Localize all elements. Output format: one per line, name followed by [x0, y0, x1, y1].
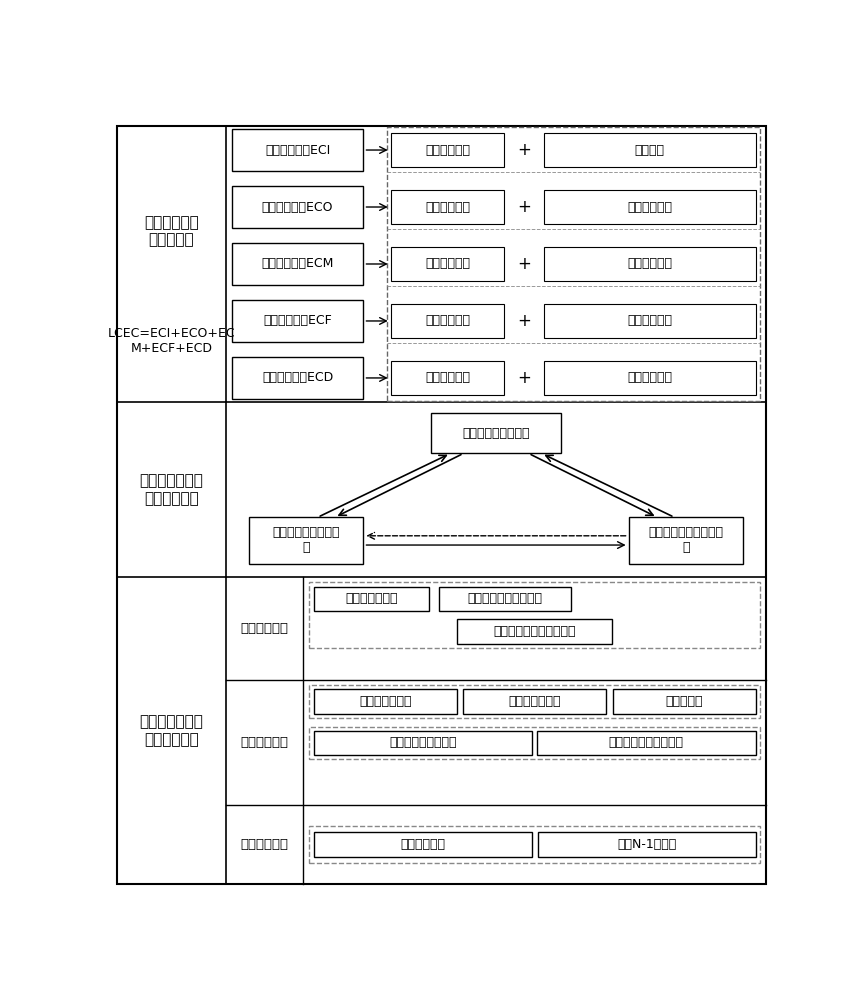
Text: 故障维修能耗: 故障维修能耗 — [424, 314, 469, 327]
Text: 设备运行能耗ECO: 设备运行能耗ECO — [262, 201, 333, 214]
Text: 投资能耗指标: 投资能耗指标 — [240, 622, 288, 635]
Bar — [232, 129, 363, 171]
Text: 本体运行能耗: 本体运行能耗 — [424, 201, 469, 214]
Text: +: + — [517, 198, 530, 216]
Text: +: + — [517, 312, 530, 330]
Text: LCEC=ECI+ECO+EC
M+ECF+ECD: LCEC=ECI+ECO+EC M+ECF+ECD — [108, 327, 235, 355]
Bar — [439, 587, 571, 611]
Text: 设备性能工作率: 设备性能工作率 — [508, 695, 561, 708]
Text: 设备全寿命周
期能耗模型: 设备全寿命周 期能耗模型 — [144, 215, 198, 247]
Text: 设备时间工作率: 设备时间工作率 — [358, 695, 411, 708]
Bar — [313, 832, 531, 857]
Bar — [232, 186, 363, 228]
Bar — [313, 689, 456, 714]
Bar — [387, 127, 759, 401]
Text: 制造能耗: 制造能耗 — [634, 144, 664, 157]
Text: 常规维护能耗: 常规维护能耗 — [627, 257, 672, 270]
Text: +: + — [517, 369, 530, 387]
Text: 故障能耗指标: 故障能耗指标 — [240, 838, 288, 851]
Bar — [543, 247, 755, 281]
Bar — [232, 243, 363, 285]
Bar — [612, 689, 755, 714]
Bar — [543, 304, 755, 338]
Bar — [309, 727, 759, 759]
Text: 设备N-1通过率: 设备N-1通过率 — [616, 838, 676, 851]
Text: 设备定检维护完成率: 设备定检维护完成率 — [389, 736, 456, 749]
Bar — [391, 133, 503, 167]
Text: 故障检修能耗ECF: 故障检修能耗ECF — [263, 314, 331, 327]
Bar — [391, 247, 503, 281]
Bar — [543, 133, 755, 167]
Bar — [249, 517, 363, 564]
Bar — [463, 689, 605, 714]
Bar — [232, 357, 363, 399]
Bar — [537, 832, 755, 857]
Bar — [391, 304, 503, 338]
Text: 设备全寿命周期
能耗曲线分析: 设备全寿命周期 能耗曲线分析 — [139, 473, 203, 506]
Bar — [536, 731, 755, 755]
Bar — [309, 826, 759, 863]
Text: 全寿命周期能耗曲线: 全寿命周期能耗曲线 — [461, 427, 530, 440]
Bar — [543, 361, 755, 395]
Text: 辅助设备能耗: 辅助设备能耗 — [627, 201, 672, 214]
Bar — [628, 517, 742, 564]
Bar — [543, 190, 755, 224]
Bar — [391, 190, 503, 224]
Text: 全寿命周期能耗累曲
线: 全寿命周期能耗累曲 线 — [272, 526, 339, 554]
Bar — [313, 587, 428, 611]
Text: +: + — [517, 141, 530, 159]
Text: 设备报废能耗: 设备报废能耗 — [424, 371, 469, 384]
Text: +: + — [517, 255, 530, 273]
Bar — [309, 582, 759, 648]
Text: 设备损耗率: 设备损耗率 — [665, 695, 703, 708]
Text: 设备故障频次: 设备故障频次 — [400, 838, 445, 851]
Text: 设备处理能耗: 设备处理能耗 — [627, 371, 672, 384]
Text: 设备全寿命周期
能耗评价指标: 设备全寿命周期 能耗评价指标 — [139, 714, 203, 747]
Bar — [456, 619, 611, 644]
Bar — [391, 361, 503, 395]
Text: 设备投资能耗比: 设备投资能耗比 — [344, 592, 397, 605]
Text: 节能新型设备投资比重: 节能新型设备投资比重 — [468, 592, 542, 605]
Text: 解体检修能耗: 解体检修能耗 — [424, 257, 469, 270]
Text: 报废退役能耗ECD: 报废退役能耗ECD — [262, 371, 333, 384]
Bar — [430, 413, 561, 453]
Text: 全寿命周期设备期望能耗: 全寿命周期设备期望能耗 — [493, 625, 575, 638]
Text: 全寿命周期能耗强度曲
线: 全寿命周期能耗强度曲 线 — [647, 526, 722, 554]
Text: 安装调试能耗: 安装调试能耗 — [424, 144, 469, 157]
Text: 故障损失能耗: 故障损失能耗 — [627, 314, 672, 327]
Text: 维护检修能耗ECM: 维护检修能耗ECM — [261, 257, 333, 270]
Bar — [232, 300, 363, 342]
Text: 运维能耗指标: 运维能耗指标 — [240, 736, 288, 749]
Text: 建设投资能耗ECI: 建设投资能耗ECI — [264, 144, 330, 157]
Bar — [309, 685, 759, 718]
Bar — [313, 731, 532, 755]
Text: 主变、线路设备利用率: 主变、线路设备利用率 — [608, 736, 683, 749]
